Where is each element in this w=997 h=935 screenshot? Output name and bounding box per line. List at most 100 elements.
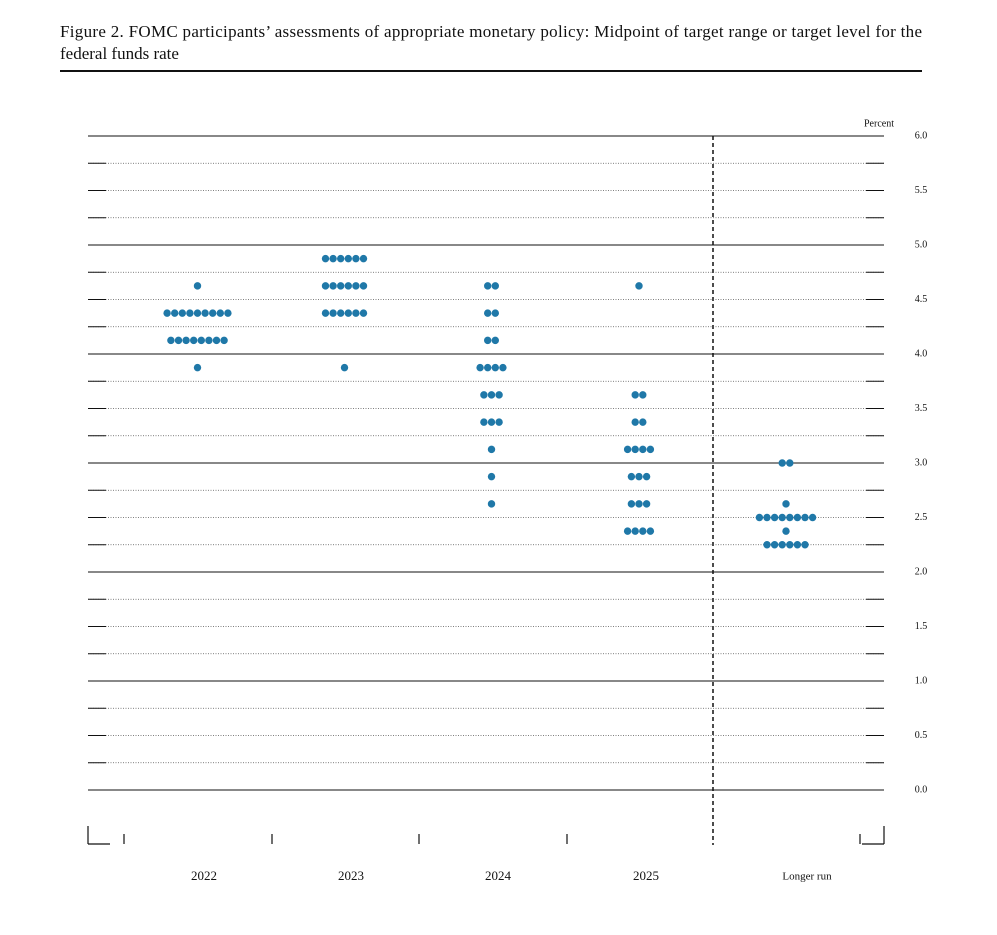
dot <box>639 391 647 399</box>
dot <box>340 363 349 372</box>
dot <box>646 445 655 454</box>
y-tick-label: 3.0 <box>915 457 928 468</box>
dot <box>778 513 786 522</box>
dot <box>635 472 643 481</box>
dot <box>639 527 647 535</box>
dot <box>190 336 198 345</box>
x-tick-label: 2023 <box>338 868 364 883</box>
dot <box>627 500 636 508</box>
y-tick-label: 1.5 <box>915 621 928 632</box>
dot <box>778 541 786 549</box>
dot <box>484 336 492 345</box>
chart-title-line: federal funds rate <box>60 44 179 63</box>
dot <box>480 391 488 399</box>
dot <box>201 309 209 317</box>
dot <box>631 445 639 454</box>
dot <box>782 527 790 535</box>
x-tick-label: 2024 <box>485 868 512 883</box>
dot <box>495 418 503 426</box>
y-tick-label: 0.0 <box>915 784 928 795</box>
dot <box>635 500 643 508</box>
dot <box>321 254 330 263</box>
dot <box>212 336 221 345</box>
dot <box>639 418 647 426</box>
dot <box>205 336 213 345</box>
y-tick-label: 2.5 <box>915 512 928 523</box>
dot <box>193 309 202 317</box>
dot <box>352 254 360 263</box>
dot <box>337 254 345 263</box>
y-tick-label: 6.0 <box>915 130 928 141</box>
dot <box>793 513 802 522</box>
dot <box>321 282 330 290</box>
x-tick-label: Longer run <box>782 871 832 883</box>
dot <box>635 282 643 290</box>
dot <box>786 541 794 549</box>
dot <box>193 282 202 290</box>
dot <box>786 513 794 522</box>
dot <box>623 527 632 535</box>
dot <box>631 391 639 399</box>
dot <box>344 282 352 290</box>
dot <box>344 309 352 317</box>
dot <box>646 527 655 535</box>
dot <box>163 309 171 317</box>
dot <box>639 445 647 454</box>
dot <box>344 254 352 263</box>
dot <box>329 282 337 290</box>
dot <box>182 336 190 345</box>
dot <box>216 309 224 317</box>
dot <box>778 459 786 467</box>
y-tick-label: 1.0 <box>915 675 928 686</box>
dot <box>484 309 492 317</box>
dot <box>484 363 492 372</box>
y-tick-label: 3.5 <box>915 403 928 414</box>
y-axis-label: Percent <box>864 118 894 129</box>
dot <box>174 336 183 345</box>
dot <box>793 541 802 549</box>
dot <box>321 309 330 317</box>
dot <box>763 541 771 549</box>
dot <box>337 282 345 290</box>
dot <box>770 513 779 522</box>
dot <box>627 472 636 481</box>
dot <box>770 541 779 549</box>
y-tick-label: 4.5 <box>915 294 928 305</box>
y-tick-label: 2.0 <box>915 566 928 577</box>
dot <box>642 472 651 481</box>
dot <box>623 445 632 454</box>
dot <box>801 513 809 522</box>
dot <box>193 363 202 372</box>
dot <box>209 309 217 317</box>
dot <box>171 309 179 317</box>
dot <box>329 309 337 317</box>
dot <box>487 418 496 426</box>
dot <box>480 418 488 426</box>
y-tick-label: 5.5 <box>915 185 928 196</box>
dot <box>491 282 499 290</box>
dot <box>487 472 496 481</box>
dot <box>359 254 368 263</box>
dot <box>178 309 186 317</box>
x-tick-label: 2022 <box>191 868 217 883</box>
dot <box>495 391 503 399</box>
x-tick-label: 2025 <box>633 868 659 883</box>
dot <box>359 309 368 317</box>
dot <box>329 254 337 263</box>
dot <box>801 541 809 549</box>
dot <box>484 282 492 290</box>
dot <box>197 336 205 345</box>
dot <box>491 309 499 317</box>
dot <box>487 445 496 454</box>
dot <box>631 418 639 426</box>
dot <box>359 282 368 290</box>
dot <box>499 363 507 372</box>
dot <box>763 513 771 522</box>
dot <box>755 513 764 522</box>
y-tick-label: 0.5 <box>915 730 928 741</box>
dot <box>782 500 790 508</box>
dot <box>220 336 228 345</box>
dot <box>337 309 345 317</box>
chart-title-line: Figure 2. FOMC participants’ assessments… <box>60 22 922 41</box>
